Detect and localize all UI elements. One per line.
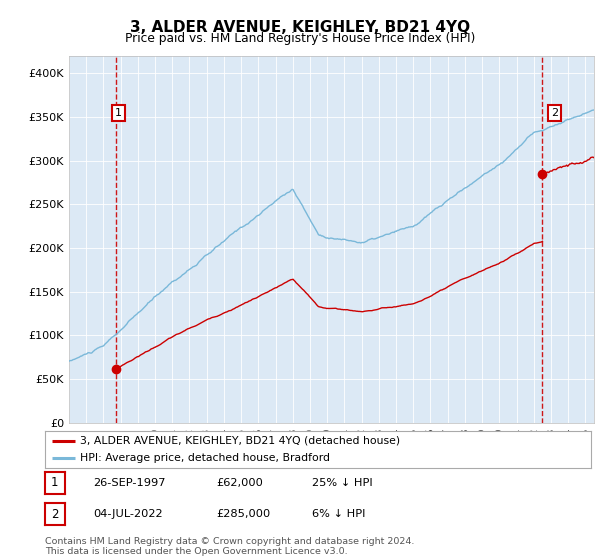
Text: 2: 2 <box>551 108 558 118</box>
Text: HPI: Average price, detached house, Bradford: HPI: Average price, detached house, Brad… <box>80 452 331 463</box>
Text: £285,000: £285,000 <box>216 509 270 519</box>
Text: 26-SEP-1997: 26-SEP-1997 <box>93 478 166 488</box>
Text: £62,000: £62,000 <box>216 478 263 488</box>
Text: 3, ALDER AVENUE, KEIGHLEY, BD21 4YQ (detached house): 3, ALDER AVENUE, KEIGHLEY, BD21 4YQ (det… <box>80 436 401 446</box>
Text: Price paid vs. HM Land Registry's House Price Index (HPI): Price paid vs. HM Land Registry's House … <box>125 32 475 45</box>
Text: 25% ↓ HPI: 25% ↓ HPI <box>312 478 373 488</box>
Text: 2: 2 <box>51 507 59 521</box>
Text: 1: 1 <box>51 476 59 489</box>
Text: 04-JUL-2022: 04-JUL-2022 <box>93 509 163 519</box>
Text: 1: 1 <box>115 108 122 118</box>
Text: Contains HM Land Registry data © Crown copyright and database right 2024.
This d: Contains HM Land Registry data © Crown c… <box>45 536 415 556</box>
Text: 3, ALDER AVENUE, KEIGHLEY, BD21 4YQ: 3, ALDER AVENUE, KEIGHLEY, BD21 4YQ <box>130 20 470 35</box>
Text: 6% ↓ HPI: 6% ↓ HPI <box>312 509 365 519</box>
